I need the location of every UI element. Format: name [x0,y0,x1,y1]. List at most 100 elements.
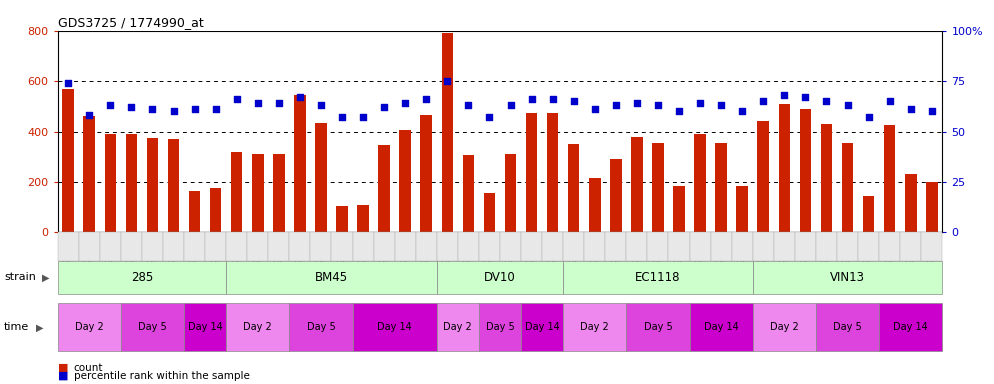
Bar [336,206,348,232]
Point [418,96,434,102]
Point [460,102,476,108]
Text: Day 2: Day 2 [770,322,799,333]
Point [102,102,118,108]
Bar [547,113,559,232]
Point [818,98,834,104]
Bar [83,116,95,232]
Point [861,114,877,121]
Bar [589,178,600,232]
Bar [716,143,727,232]
Point [376,104,392,111]
Bar [821,124,832,232]
Text: Day 5: Day 5 [486,322,514,333]
Bar [147,138,158,232]
Point [840,102,856,108]
Point [503,102,519,108]
Bar [400,130,411,232]
Point [166,108,182,114]
Text: 285: 285 [131,271,153,284]
Bar [104,134,116,232]
Point [481,114,497,121]
Text: ■: ■ [58,363,69,373]
Bar [315,123,327,232]
Text: DV10: DV10 [484,271,516,284]
Bar [905,174,916,232]
Text: Day 2: Day 2 [244,322,272,333]
Text: Day 5: Day 5 [833,322,862,333]
Point [439,78,455,84]
Point [903,106,918,113]
Bar [694,134,706,232]
Text: Day 14: Day 14 [378,322,413,333]
Bar [63,89,74,232]
Bar [462,156,474,232]
Text: ■: ■ [58,371,69,381]
Bar [168,139,179,232]
Text: Day 2: Day 2 [443,322,472,333]
Text: Day 14: Day 14 [188,322,223,333]
Point [229,96,245,102]
Point [123,104,139,111]
Bar [757,121,769,232]
Bar [778,104,790,232]
Point [524,96,540,102]
Point [313,102,329,108]
Bar [610,159,621,232]
Text: ▶: ▶ [36,322,44,333]
Text: Day 14: Day 14 [525,322,560,333]
Bar [273,154,284,232]
Point [797,94,813,100]
Point [208,106,224,113]
Text: Day 14: Day 14 [704,322,739,333]
Text: Day 5: Day 5 [138,322,167,333]
Point [292,94,308,100]
Text: Day 5: Day 5 [643,322,672,333]
Point [586,106,602,113]
Point [629,100,645,106]
Text: strain: strain [4,272,36,283]
Point [650,102,666,108]
Point [735,108,750,114]
Point [671,108,687,114]
Point [61,80,77,86]
Point [334,114,350,121]
Text: ▶: ▶ [42,272,50,283]
Point [82,112,97,118]
Bar [926,182,937,232]
Text: Day 2: Day 2 [580,322,609,333]
Text: percentile rank within the sample: percentile rank within the sample [74,371,249,381]
Point [249,100,265,106]
Text: Day 5: Day 5 [306,322,335,333]
Bar [799,109,811,232]
Text: VIN13: VIN13 [830,271,865,284]
Bar [125,134,137,232]
Point [923,108,939,114]
Bar [379,146,390,232]
Bar [189,191,201,232]
Text: BM45: BM45 [315,271,348,284]
Bar [631,137,643,232]
Text: EC1118: EC1118 [635,271,681,284]
Bar [357,205,369,232]
Bar [673,186,685,232]
Point [714,102,730,108]
Bar [526,113,538,232]
Text: count: count [74,363,103,373]
Text: time: time [4,322,29,333]
Point [355,114,371,121]
Bar [737,186,748,232]
Point [270,100,286,106]
Point [566,98,581,104]
Bar [251,154,263,232]
Point [882,98,898,104]
Bar [484,193,495,232]
Point [187,106,203,113]
Bar [231,152,243,232]
Bar [568,144,580,232]
Text: Day 2: Day 2 [75,322,103,333]
Bar [505,154,516,232]
Point [545,96,561,102]
Point [755,98,771,104]
Bar [420,115,432,232]
Point [692,100,708,106]
